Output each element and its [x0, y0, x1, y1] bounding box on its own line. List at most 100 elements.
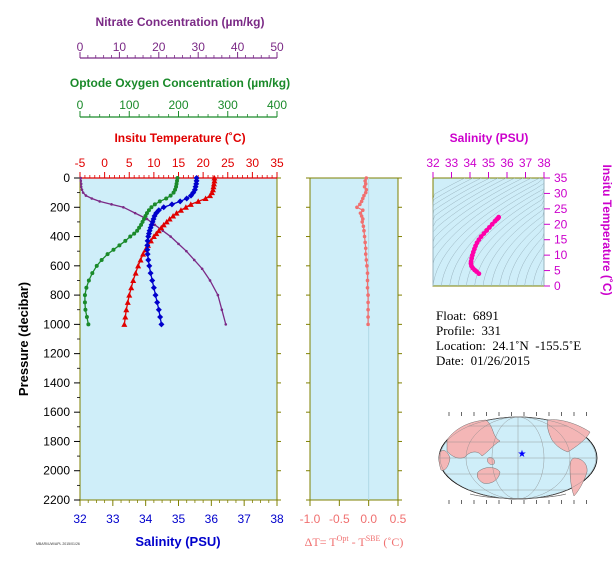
salinity-point: [168, 201, 175, 208]
delta-t-point: [361, 208, 365, 212]
land-australia: [477, 467, 501, 484]
oxygen-tick-label: 400: [267, 98, 287, 112]
ts-y-tick-label: 0: [554, 279, 561, 293]
delta-t-point: [365, 271, 370, 275]
optode-oxygen-point: [83, 307, 88, 312]
delta-t-point: [366, 307, 370, 312]
salinity-point: [150, 284, 157, 291]
salinity-tick-label: 34: [139, 512, 153, 526]
optode-oxygen-point: [149, 205, 154, 210]
pressure-axis: 0 200 400 600 800 1000 1200 1400 1600 1800 2000 220…: [43, 171, 281, 507]
delta-t-point: [364, 258, 369, 262]
insitu-temperature-point: [202, 195, 209, 201]
salinity-point: [177, 198, 184, 205]
ts-y-tick-label: 25: [554, 202, 568, 216]
salinity-axis: 32 33 34 35 36 37 38: [73, 500, 284, 526]
optode-oxygen-point: [86, 322, 91, 327]
delta-t-point: [358, 211, 363, 215]
optode-oxygen-point: [139, 222, 144, 227]
nitrate-point: [185, 249, 188, 253]
delta-t-title-end: (˚C): [380, 535, 403, 549]
ts-x-tick-label: 33: [445, 156, 459, 170]
pressure-tick-label: 1600: [43, 405, 70, 419]
delta-t-point: [365, 264, 369, 268]
optode-oxygen-point: [84, 285, 89, 290]
pressure-tick-label: 800: [50, 288, 70, 302]
optode-oxygen-point: [164, 196, 169, 201]
insitu-temperature-point: [187, 201, 194, 207]
temperature-tick-label: 5: [126, 156, 133, 170]
optode-oxygen-point: [82, 293, 87, 298]
salinity-point: [149, 277, 156, 284]
optode-oxygen-point: [157, 199, 162, 204]
profile-series: [79, 175, 228, 328]
insitu-temperature-point: [124, 299, 131, 305]
insitu-temperature-point: [210, 183, 217, 190]
location-row: Location: 24.1˚N -155.5˚E: [436, 338, 581, 353]
nitrate-point: [200, 267, 204, 271]
profile-label: Profile:: [436, 323, 475, 338]
optode-oxygen-point: [94, 263, 99, 268]
insitu-temperature-point: [137, 256, 144, 263]
optode-oxygen-point: [123, 238, 128, 243]
salinity-point: [144, 251, 151, 258]
nitrate-point: [80, 188, 84, 192]
salinity-point: [152, 292, 159, 299]
insitu-temperature-point: [132, 270, 139, 276]
temperature-tick-label: 20: [196, 156, 210, 170]
location-value: 24.1˚N -155.5˚E: [492, 338, 582, 353]
profile-row: Profile: 331: [436, 323, 581, 338]
map-graticule: [439, 412, 597, 504]
insitu-temperature-point: [153, 230, 160, 237]
insitu-temperature-point: [163, 218, 170, 225]
salinity-tick-label: 32: [73, 512, 87, 526]
ts-x-tick-label: 36: [500, 156, 514, 170]
float-info: Float: 6891 Profile: 331 Location: 24.1˚…: [436, 308, 581, 368]
profile-chart: 0 10 20 30 40 50 Nitrate Concentration (µm/kg…: [16, 15, 290, 549]
salinity-point: [157, 314, 164, 321]
nitrate-point: [192, 258, 196, 262]
map-land: [438, 419, 591, 499]
temperature-tick-label: 35: [270, 156, 284, 170]
ts-plot-area: [432, 177, 545, 287]
nitrate-tick-label: 50: [270, 40, 284, 54]
salinity-point: [183, 195, 190, 202]
insitu-temperature-point: [207, 192, 214, 199]
nitrate-point: [79, 182, 83, 186]
pressure-tick-label: 600: [50, 259, 70, 273]
nitrate-point: [133, 211, 137, 215]
delta-t-point: [363, 240, 367, 245]
temperature-axis-title: Insitu Temperature (˚C): [114, 131, 245, 145]
salinity-tick-label: 33: [106, 512, 120, 526]
land-north-america: [547, 419, 591, 453]
date-row: Date: 01/26/2015: [436, 353, 581, 368]
delta-t-point: [361, 217, 365, 221]
ts-x-tick-label: 35: [482, 156, 496, 170]
insitu-temperature-point: [182, 204, 189, 210]
ts-point: [492, 218, 498, 224]
salinity-tick-label: 37: [237, 512, 251, 526]
salinity-point: [155, 306, 162, 313]
optode-oxygen-point: [84, 315, 89, 320]
salinity-point: [147, 270, 154, 277]
nitrate-point: [216, 293, 220, 297]
float-value: 6891: [472, 308, 499, 323]
nitrate-tick-label: 10: [113, 40, 127, 54]
ts-title: Salinity (PSU): [450, 131, 529, 145]
oxygen-axis-title: Optode Oxygen Concentration (µm/kg): [70, 76, 290, 90]
ts-y-tick-label: 30: [554, 186, 568, 200]
pressure-tick-label: 1400: [43, 376, 70, 390]
profile-plot-area: [79, 177, 278, 501]
delta-t-tick-label: -1.0: [300, 512, 321, 526]
delta-t-point: [364, 187, 369, 192]
nitrate-axis: 0 10 20 30 40 50: [77, 40, 284, 59]
land-islands: [487, 457, 495, 465]
optode-oxygen-point: [132, 231, 137, 236]
delta-t-point: [362, 193, 366, 198]
salinity-tick-label: 35: [172, 512, 186, 526]
nitrate-point: [79, 176, 83, 180]
salinity-point: [187, 192, 194, 199]
salinity-axis-title: Salinity (PSU): [135, 534, 220, 549]
